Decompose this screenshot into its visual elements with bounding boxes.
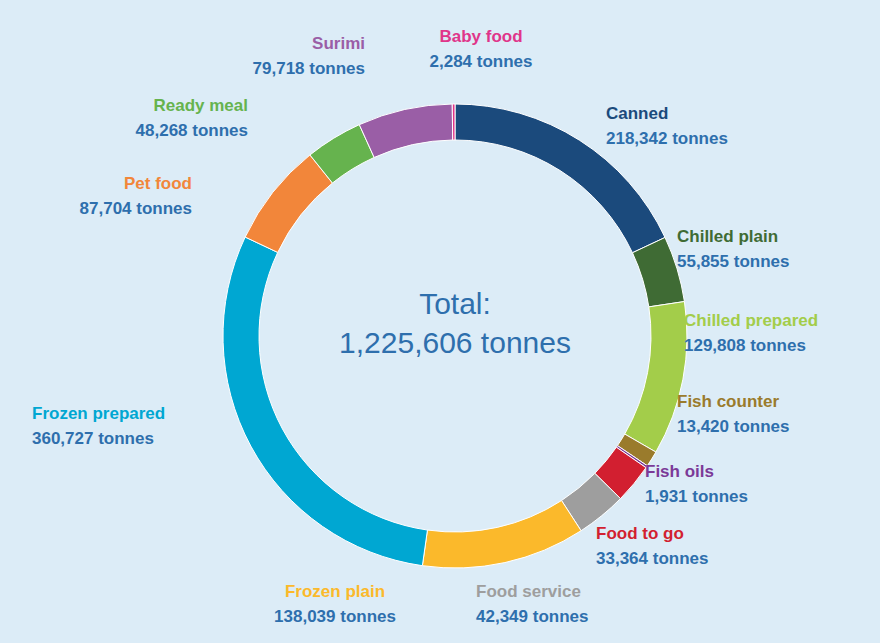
svg-text:55,855 tonnes: 55,855 tonnes [677, 252, 789, 271]
svg-text:2,284 tonnes: 2,284 tonnes [430, 52, 533, 71]
svg-text:Food service: Food service [476, 582, 581, 601]
svg-text:Frozen plain: Frozen plain [285, 582, 385, 601]
svg-text:87,704 tonnes: 87,704 tonnes [80, 199, 192, 218]
svg-text:Fish counter: Fish counter [677, 392, 779, 411]
svg-text:Food to go: Food to go [596, 524, 684, 543]
svg-text:1,931 tonnes: 1,931 tonnes [645, 487, 748, 506]
svg-text:360,727 tonnes: 360,727 tonnes [32, 429, 154, 448]
svg-text:33,364 tonnes: 33,364 tonnes [596, 549, 708, 568]
svg-text:79,718 tonnes: 79,718 tonnes [253, 59, 365, 78]
svg-text:Fish oils: Fish oils [645, 462, 714, 481]
svg-text:Frozen prepared: Frozen prepared [32, 404, 165, 423]
svg-text:13,420 tonnes: 13,420 tonnes [677, 417, 789, 436]
svg-text:1,225,606 tonnes: 1,225,606 tonnes [339, 326, 571, 359]
svg-text:Chilled prepared: Chilled prepared [684, 311, 818, 330]
svg-text:Surimi: Surimi [312, 34, 365, 53]
svg-text:218,342 tonnes: 218,342 tonnes [606, 129, 728, 148]
svg-text:48,268 tonnes: 48,268 tonnes [136, 121, 248, 140]
svg-text:129,808 tonnes: 129,808 tonnes [684, 336, 806, 355]
svg-text:Pet food: Pet food [124, 174, 192, 193]
svg-text:Baby food: Baby food [439, 27, 522, 46]
svg-text:Canned: Canned [606, 104, 668, 123]
svg-text:42,349 tonnes: 42,349 tonnes [476, 607, 588, 626]
svg-text:Ready meal: Ready meal [154, 96, 249, 115]
svg-text:Chilled plain: Chilled plain [677, 227, 778, 246]
svg-text:Total:: Total: [419, 287, 491, 320]
svg-text:138,039 tonnes: 138,039 tonnes [274, 607, 396, 626]
